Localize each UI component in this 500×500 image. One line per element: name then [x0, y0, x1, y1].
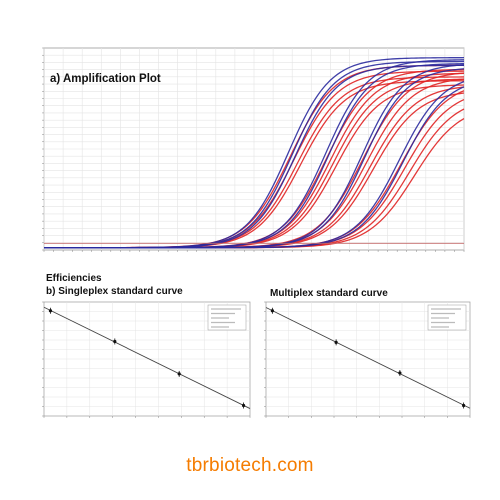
- std-trend-line: [265, 307, 471, 409]
- singleplex-title: b) Singleplex standard curve: [46, 286, 183, 297]
- std-data-point: [398, 371, 402, 375]
- amp-plot-title: a) Amplification Plot: [50, 73, 161, 85]
- amp-curves: [44, 57, 465, 249]
- amp-curve-blue: [44, 86, 465, 249]
- std-data-point: [270, 309, 274, 313]
- efficiencies-heading: Efficiencies: [46, 273, 102, 284]
- multiplex-standard-curve: [264, 301, 471, 418]
- singleplex-standard-curve: [42, 301, 251, 418]
- std-data-point: [177, 372, 181, 376]
- std-data-point: [241, 403, 246, 408]
- multiplex-title: Multiplex standard curve: [270, 288, 388, 299]
- footer-credit: tbrbiotech.com: [186, 455, 314, 476]
- std-data-point: [48, 309, 53, 313]
- amplification-plot: [42, 47, 465, 252]
- std-data-point: [334, 340, 338, 344]
- amp-gridlines: [43, 48, 465, 250]
- std-data-point: [113, 339, 117, 344]
- std-trend-line: [43, 306, 251, 409]
- std-data-point: [462, 403, 466, 408]
- amp-tick-marks: [42, 47, 465, 252]
